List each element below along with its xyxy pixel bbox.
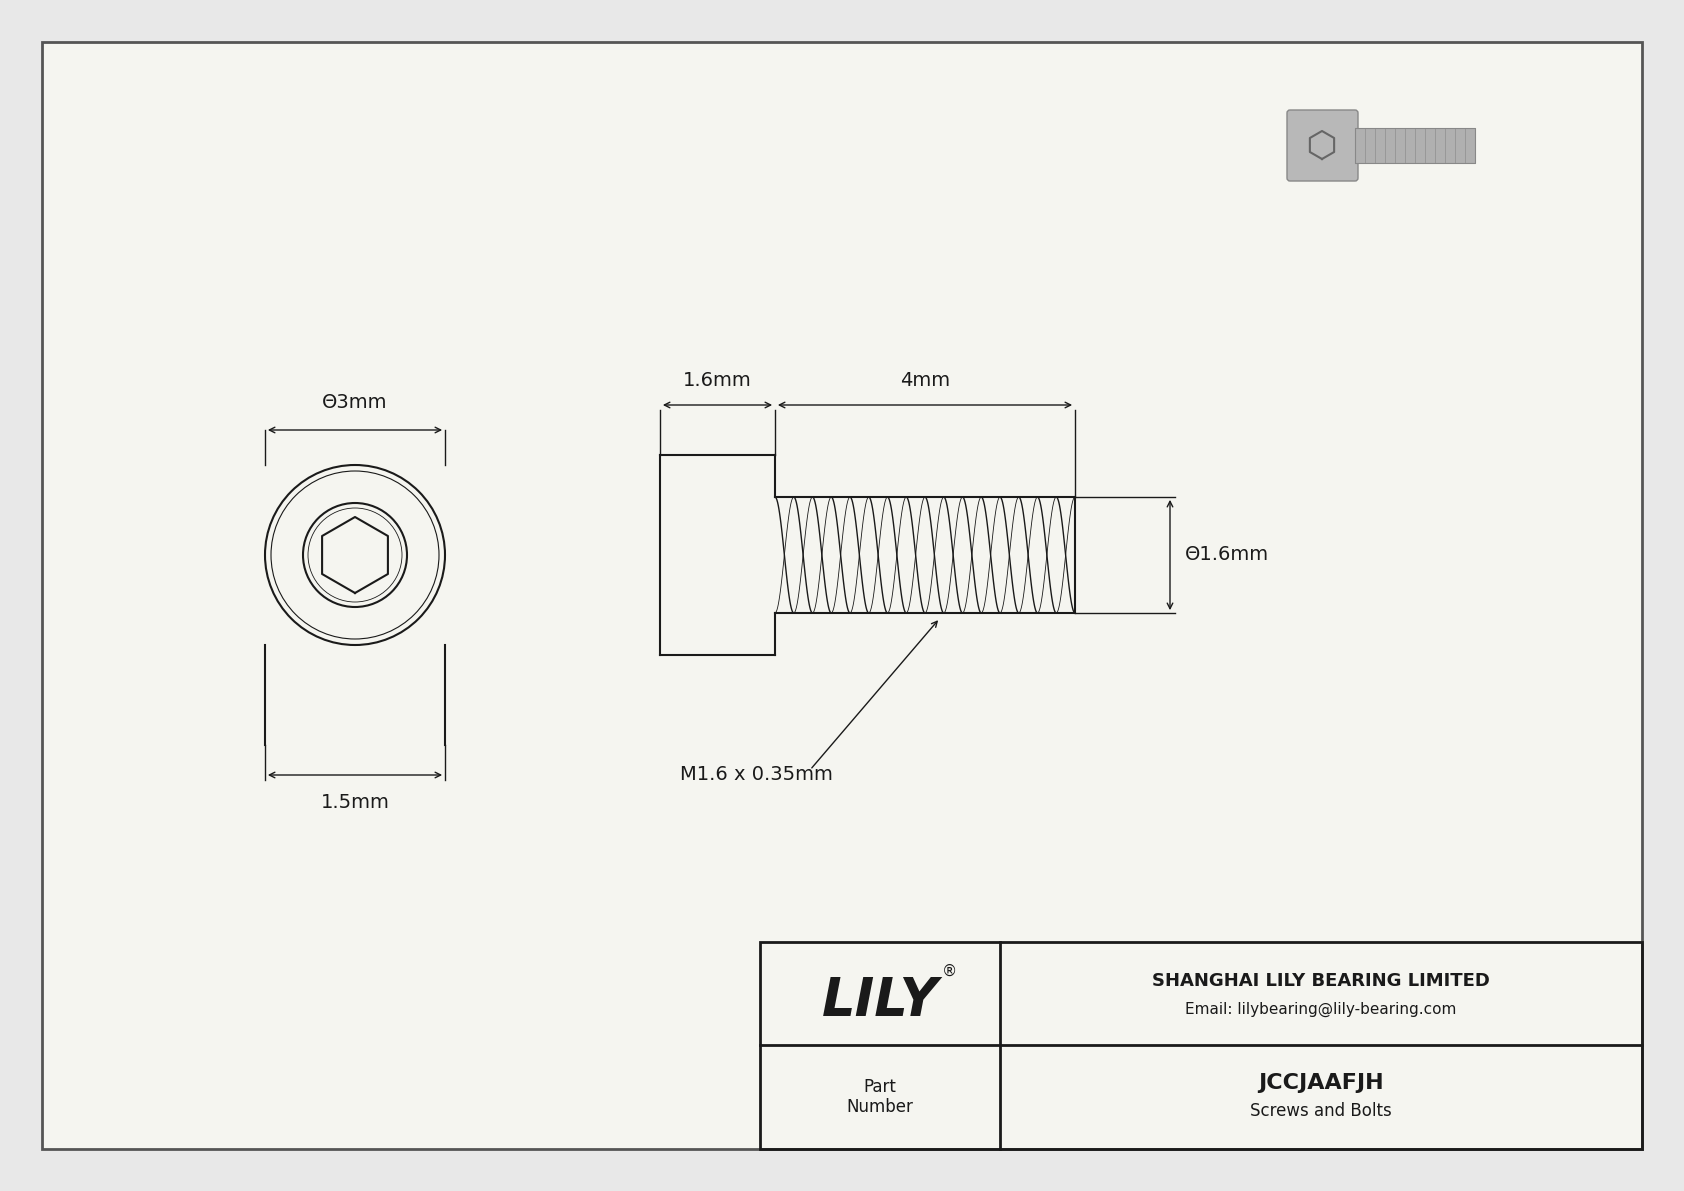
FancyBboxPatch shape xyxy=(1287,110,1357,181)
Text: 4mm: 4mm xyxy=(899,372,950,389)
Text: 1.5mm: 1.5mm xyxy=(320,793,389,812)
Text: M1.6 x 0.35mm: M1.6 x 0.35mm xyxy=(680,765,834,784)
Text: Screws and Bolts: Screws and Bolts xyxy=(1250,1102,1393,1120)
Text: Part
Number: Part Number xyxy=(847,1078,913,1116)
Text: Email: lilybearing@lily-bearing.com: Email: lilybearing@lily-bearing.com xyxy=(1186,1002,1457,1017)
Text: SHANGHAI LILY BEARING LIMITED: SHANGHAI LILY BEARING LIMITED xyxy=(1152,972,1490,990)
Bar xyxy=(759,942,1642,1149)
Bar xyxy=(1356,127,1475,163)
Text: Θ1.6mm: Θ1.6mm xyxy=(1186,545,1270,565)
Text: LILY: LILY xyxy=(822,975,938,1027)
Text: ®: ® xyxy=(943,964,958,979)
Text: Θ3mm: Θ3mm xyxy=(322,393,387,412)
Text: 1.6mm: 1.6mm xyxy=(684,372,751,389)
Text: JCCJAAFJH: JCCJAAFJH xyxy=(1258,1073,1384,1093)
